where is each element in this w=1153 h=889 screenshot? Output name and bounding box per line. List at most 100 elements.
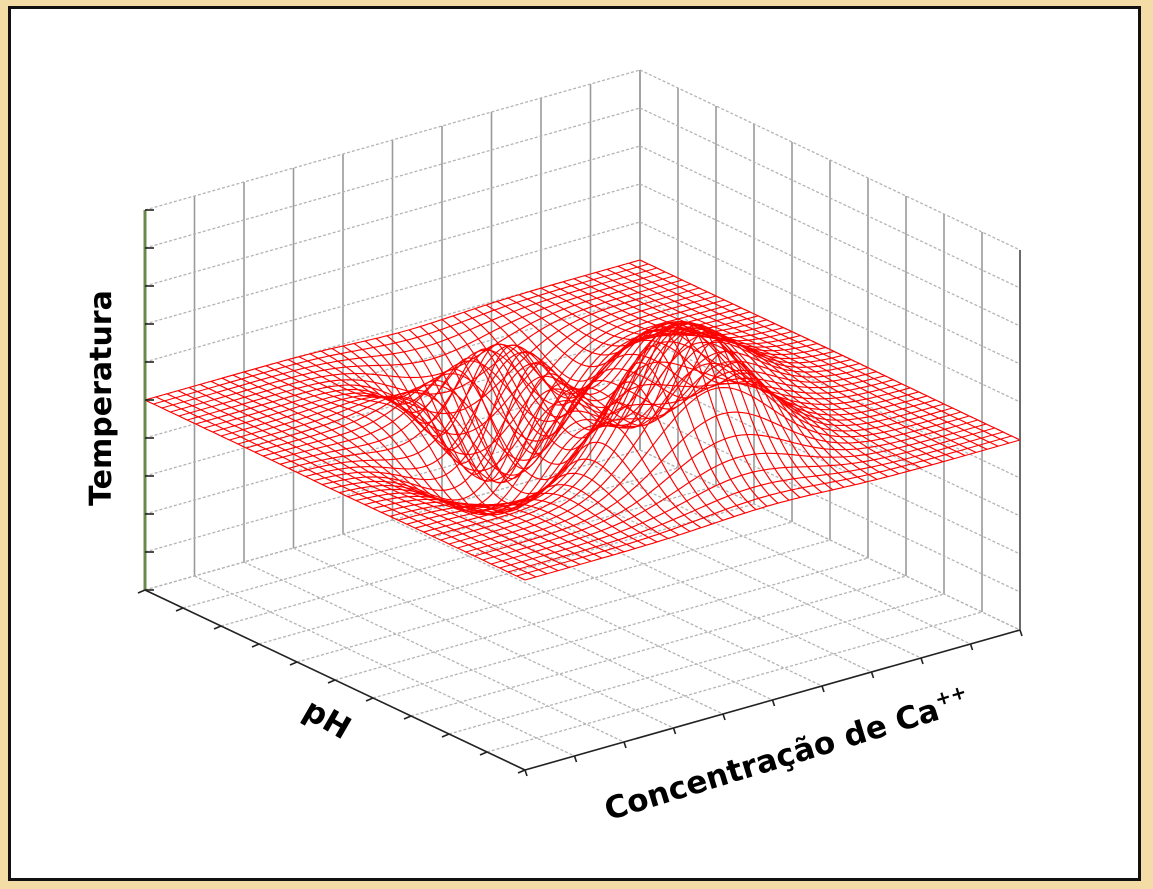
grid-line [491,491,872,673]
mesh-line [485,304,867,483]
mesh-line [507,431,1004,573]
y-tick [524,769,528,777]
mesh-line [606,268,988,450]
grid-line [639,107,1021,289]
mesh-line [499,427,995,569]
y-tick [1019,629,1023,637]
mesh-line [397,322,779,504]
mesh-line [276,362,658,543]
mesh-line [507,297,889,478]
mesh-line [474,308,856,486]
mesh-line [309,353,691,532]
x-tick [441,733,450,738]
x-axis-label: pH [297,692,357,747]
mesh-line [320,350,702,529]
grid-line [590,463,971,645]
mesh-line [353,343,735,518]
mesh-line [229,299,725,482]
mesh-line [144,259,641,401]
grid-line [410,575,907,717]
mesh-line [170,271,666,413]
mesh-line [415,341,911,529]
mesh-line [465,387,962,553]
chart-frame [8,6,1141,881]
grid-line [639,335,1021,517]
y-tick [969,643,974,651]
mesh-line [243,371,625,553]
grid-line [144,107,641,249]
mesh-line [237,303,734,484]
mesh-line [188,386,570,569]
mesh-line [491,423,987,565]
x-tick [327,679,336,684]
mesh-line [375,332,757,511]
y-tick [672,727,677,735]
grid-line [441,505,823,687]
mesh-line [287,359,669,540]
mesh-line [178,275,674,417]
mesh-line [210,380,592,562]
mesh-line [331,348,713,525]
x-tick [251,643,260,648]
y-tick [722,713,726,721]
mesh-line [153,263,649,405]
grid-line [144,221,641,363]
mesh-line [628,262,1010,444]
x-tick [479,751,488,756]
mesh-line [595,271,977,453]
grid-line [144,373,641,515]
y-tick [771,699,776,707]
y-tick [920,657,924,665]
mesh-line [195,283,691,425]
mesh-line [516,435,1012,577]
mesh-line [474,411,970,557]
mesh-line [457,362,953,549]
mesh-line [342,345,724,521]
mesh-line [220,295,717,472]
mesh-line [199,383,581,565]
mesh-line [524,439,1021,581]
mesh-line [203,287,700,435]
grid-line [448,593,945,735]
y-axis-label-main: Concentração de Ca [600,692,943,828]
mesh-line [177,390,559,572]
y-axis-label-superscript: ++ [932,681,969,711]
grid-line [639,221,1021,403]
mesh-line [155,396,537,578]
mesh-line [463,311,845,488]
y-tick [623,741,627,749]
mesh-line [419,326,801,498]
x-tick [517,769,526,774]
grid-line [639,145,1021,327]
mesh-line [496,300,878,480]
x-tick [175,607,184,612]
mesh-line [221,377,603,559]
x-tick [213,625,222,630]
mesh-line [386,324,768,507]
mesh-line [212,291,708,456]
mesh-line [431,322,928,537]
grid-line [144,183,641,325]
y-axis-label: Concentração de Ca++ [600,681,974,828]
grid-line [220,485,717,627]
mesh-line [540,287,922,469]
mesh-line [617,265,999,447]
grid-line [293,547,674,729]
mesh-line [187,279,683,421]
surface-mesh [144,259,1021,581]
y-tick [573,755,578,763]
grid-line [639,183,1021,365]
x-tick [137,589,146,594]
mesh-line [518,294,900,475]
mesh-line [364,340,746,514]
z-axis-label: Temperatura [84,290,119,506]
mesh-line [441,319,823,493]
mesh-line [298,356,680,536]
mesh-line [406,361,902,525]
mesh-line [254,311,750,461]
grid-line [296,521,793,663]
mesh-line [144,399,526,581]
mesh-line [423,327,919,533]
mesh-line [639,259,1021,441]
